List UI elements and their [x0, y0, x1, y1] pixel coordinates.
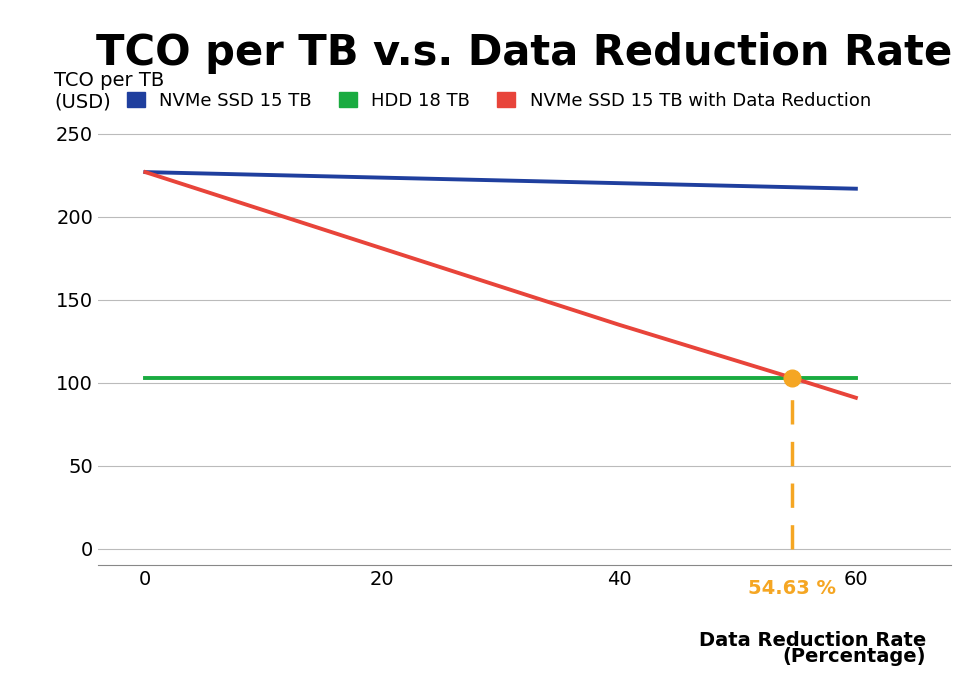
Text: 54.63 %: 54.63 % — [749, 579, 836, 598]
Text: Data Reduction Rate: Data Reduction Rate — [699, 631, 926, 650]
Legend: NVMe SSD 15 TB, HDD 18 TB, NVMe SSD 15 TB with Data Reduction: NVMe SSD 15 TB, HDD 18 TB, NVMe SSD 15 T… — [126, 92, 871, 110]
Text: (USD): (USD) — [54, 93, 111, 112]
Text: TCO per TB: TCO per TB — [54, 71, 164, 90]
Text: (Percentage): (Percentage) — [783, 647, 926, 666]
Title: TCO per TB v.s. Data Reduction Rate: TCO per TB v.s. Data Reduction Rate — [96, 32, 953, 74]
